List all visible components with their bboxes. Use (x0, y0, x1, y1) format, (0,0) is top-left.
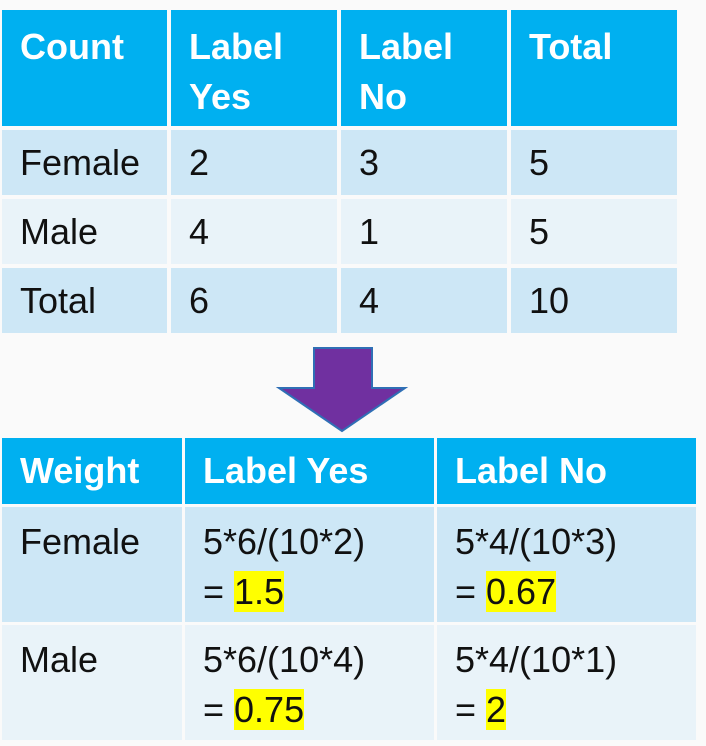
weight-equals: = (203, 689, 235, 730)
count-cell-total: 10 (511, 268, 677, 333)
weight-result: 1.5 (234, 571, 285, 612)
count-cell-no: 1 (341, 199, 507, 264)
weight-cell-yes: 5*6/(10*4) = 0.75 (185, 625, 434, 740)
count-header-label-yes-line1: Label (189, 26, 284, 67)
count-cell-total: 5 (511, 130, 677, 195)
count-header-label-yes-line2: Yes (189, 76, 252, 117)
weight-result: 0.75 (234, 689, 305, 730)
weight-result-line: = 0.67 (455, 567, 696, 617)
weight-result-line: = 2 (455, 685, 696, 735)
weight-result: 2 (486, 689, 507, 730)
weight-result-line: = 1.5 (203, 567, 434, 617)
weight-header-label-yes: Label Yes (185, 438, 434, 504)
weight-cell-no: 5*4/(10*1) = 2 (437, 625, 696, 740)
count-cell-total: 5 (511, 199, 677, 264)
weight-row-male: Male 5*6/(10*4) = 0.75 5*4/(10*1) = 2 (2, 625, 696, 740)
weight-header-label-no: Label No (437, 438, 696, 504)
count-table: Count Label Yes Label No Total Female 2 3 … (0, 6, 681, 337)
count-cell-yes: 2 (171, 130, 337, 195)
weight-table: Weight Label Yes Label No Female 5*6/(10… (0, 435, 699, 743)
weight-row-label: Female (2, 507, 182, 622)
count-row-label: Male (2, 199, 167, 264)
count-header-total-text: Total (529, 26, 613, 67)
weight-result-line: = 0.75 (203, 685, 434, 735)
weight-equals: = (455, 689, 487, 730)
count-cell-no: 3 (341, 130, 507, 195)
weight-formula: 5*6/(10*4) (203, 639, 366, 680)
count-header-label-no-line2: No (359, 76, 407, 117)
count-cell-yes: 6 (171, 268, 337, 333)
weight-equals: = (455, 571, 487, 612)
weight-header-row: Weight Label Yes Label No (2, 438, 696, 504)
count-header-label-no-line1: Label (359, 26, 454, 67)
count-row-male: Male 4 1 5 (2, 199, 677, 264)
count-header-row: Count Label Yes Label No Total (2, 10, 677, 126)
count-row-label: Total (2, 268, 167, 333)
count-header-label-yes: Label Yes (171, 10, 337, 126)
count-cell-no: 4 (341, 268, 507, 333)
weight-equals: = (203, 571, 235, 612)
weight-row-female: Female 5*6/(10*2) = 1.5 5*4/(10*3) = 0.6… (2, 507, 696, 622)
down-arrow-icon (275, 347, 409, 433)
count-row-total: Total 6 4 10 (2, 268, 677, 333)
weight-cell-no: 5*4/(10*3) = 0.67 (437, 507, 696, 622)
count-header-count-text: Count (20, 26, 124, 67)
weight-row-label: Male (2, 625, 182, 740)
weight-formula: 5*6/(10*2) (203, 521, 366, 562)
weight-result: 0.67 (486, 571, 557, 612)
count-header-total: Total (511, 10, 677, 126)
count-header-label-no: Label No (341, 10, 507, 126)
weight-formula: 5*4/(10*1) (455, 639, 618, 680)
weight-header-weight: Weight (2, 438, 182, 504)
count-header-count: Count (2, 10, 167, 126)
count-cell-yes: 4 (171, 199, 337, 264)
count-row-label: Female (2, 130, 167, 195)
weight-formula: 5*4/(10*3) (455, 521, 618, 562)
count-row-female: Female 2 3 5 (2, 130, 677, 195)
weight-cell-yes: 5*6/(10*2) = 1.5 (185, 507, 434, 622)
